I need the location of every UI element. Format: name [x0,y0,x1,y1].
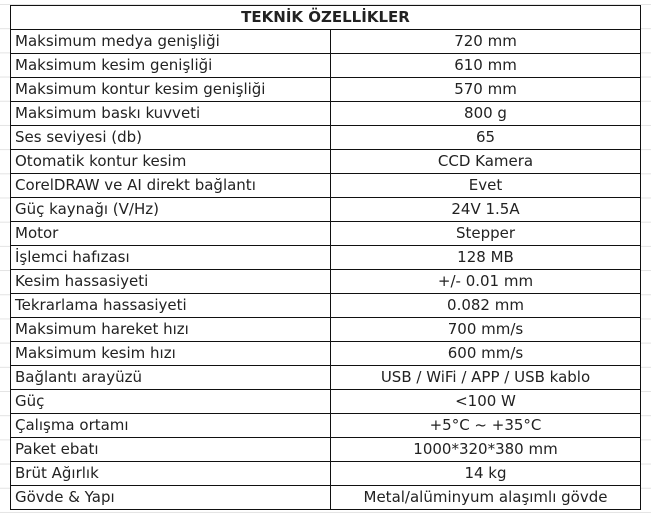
spec-label: Bağlantı arayüzü [10,365,331,390]
spec-value: 0.082 mm [330,293,641,318]
table-row: Tekrarlama hassasiyeti 0.082 mm [10,293,641,318]
table-row: İşlemci hafızası 128 MB [10,245,641,270]
spec-table: TEKNİK ÖZELLİKLER Maksimum medya genişli… [10,5,641,510]
spec-value: 800 g [330,101,641,126]
spec-label: Maksimum medya genişliği [10,29,331,54]
spec-value: Stepper [330,221,641,246]
spec-label: Paket ebatı [10,437,331,462]
table-row: Maksimum kesim genişliği 610 mm [10,53,641,78]
spec-value: 65 [330,125,641,150]
table-row: Güç <100 W [10,389,641,414]
spec-label: Tekrarlama hassasiyeti [10,293,331,318]
spec-label: Otomatik kontur kesim [10,149,331,174]
spec-value: 24V 1.5A [330,197,641,222]
table-row: Brüt Ağırlık 14 kg [10,461,641,486]
table-row: Maksimum kontur kesim genişliği 570 mm [10,77,641,102]
table-row: Paket ebatı 1000*320*380 mm [10,437,641,462]
table-row: Bağlantı arayüzü USB / WiFi / APP / USB k… [10,365,641,390]
table-row: Çalışma ortamı +5°C ~ +35°C [10,413,641,438]
spec-value: Evet [330,173,641,198]
spec-value: 700 mm/s [330,317,641,342]
table-row: Ses seviyesi (db) 65 [10,125,641,150]
spec-label: Güç [10,389,331,414]
spec-label: Brüt Ağırlık [10,461,331,486]
table-row: Maksimum hareket hızı 700 mm/s [10,317,641,342]
title-row: TEKNİK ÖZELLİKLER [10,5,641,30]
spec-label: Maksimum baskı kuvveti [10,101,331,126]
spec-label: Maksimum kesim hızı [10,341,331,366]
table-title: TEKNİK ÖZELLİKLER [10,5,641,30]
spec-label: Çalışma ortamı [10,413,331,438]
table-row: Kesim hassasiyeti +/- 0.01 mm [10,269,641,294]
table-row: Motor Stepper [10,221,641,246]
table-row: Otomatik kontur kesim CCD Kamera [10,149,641,174]
table-row: Gövde & Yapı Metal/alüminyum alaşımlı göv… [10,485,641,510]
spec-value: +/- 0.01 mm [330,269,641,294]
spec-label: Gövde & Yapı [10,485,331,510]
spec-value: 570 mm [330,77,641,102]
spec-label: Maksimum kesim genişliği [10,53,331,78]
spec-value: 600 mm/s [330,341,641,366]
spec-value: +5°C ~ +35°C [330,413,641,438]
spec-value: 720 mm [330,29,641,54]
table-row: Maksimum kesim hızı 600 mm/s [10,341,641,366]
table-row: Maksimum medya genişliği 720 mm [10,29,641,54]
spec-value: 610 mm [330,53,641,78]
table-row: CorelDRAW ve AI direkt bağlantı Evet [10,173,641,198]
spec-value: <100 W [330,389,641,414]
spec-value: Metal/alüminyum alaşımlı gövde [330,485,641,510]
spec-label: Maksimum hareket hızı [10,317,331,342]
spec-label: Maksimum kontur kesim genişliği [10,77,331,102]
spec-value: CCD Kamera [330,149,641,174]
table-row: Güç kaynağı (V/Hz) 24V 1.5A [10,197,641,222]
spec-value: 14 kg [330,461,641,486]
spec-label: Güç kaynağı (V/Hz) [10,197,331,222]
spec-value: 1000*320*380 mm [330,437,641,462]
spec-label: İşlemci hafızası [10,245,331,270]
spec-label: Kesim hassasiyeti [10,269,331,294]
spec-value: USB / WiFi / APP / USB kablo [330,365,641,390]
spec-label: Motor [10,221,331,246]
spec-label: CorelDRAW ve AI direkt bağlantı [10,173,331,198]
table-row: Maksimum baskı kuvveti 800 g [10,101,641,126]
spec-value: 128 MB [330,245,641,270]
spec-label: Ses seviyesi (db) [10,125,331,150]
